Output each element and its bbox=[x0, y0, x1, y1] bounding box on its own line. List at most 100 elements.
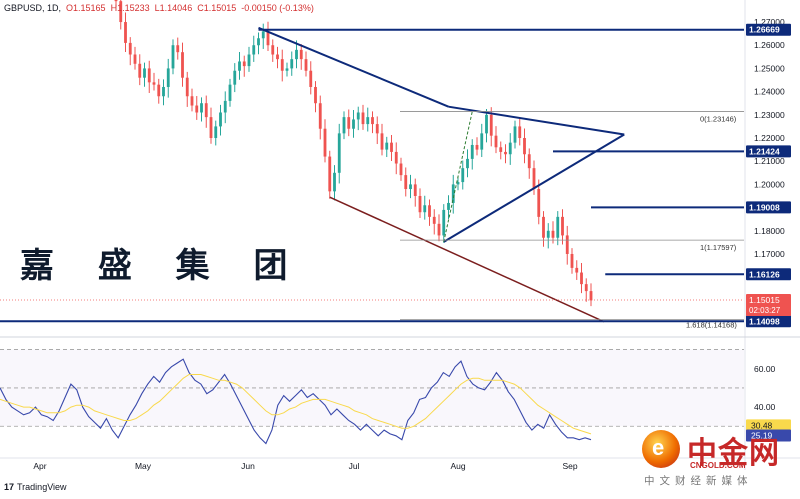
candle-body bbox=[399, 163, 403, 176]
coin-glyph: e bbox=[652, 435, 665, 460]
fib-level-label: 0(1.23146) bbox=[700, 114, 737, 123]
candle-body bbox=[337, 133, 341, 173]
candle-body bbox=[556, 216, 560, 238]
candle-body bbox=[494, 135, 498, 148]
candle-body bbox=[466, 158, 469, 169]
candle-body bbox=[223, 100, 227, 113]
rsi-value-tag bbox=[746, 419, 791, 432]
candle-body bbox=[166, 68, 170, 87]
candle-body bbox=[200, 103, 203, 113]
candle-body bbox=[447, 202, 450, 210]
candle-body bbox=[314, 86, 317, 104]
candle-body bbox=[209, 117, 213, 139]
candle-body bbox=[309, 70, 313, 87]
candle-body bbox=[385, 142, 389, 150]
candle-body bbox=[342, 117, 346, 134]
candle-body bbox=[176, 45, 180, 53]
upper-trendline bbox=[258, 26, 449, 108]
candle-body bbox=[428, 205, 431, 217]
candle-body bbox=[499, 147, 503, 152]
candle-body bbox=[299, 49, 303, 60]
tradingview-brand: 17 TradingView bbox=[4, 482, 67, 492]
candle-body bbox=[219, 112, 222, 127]
coin-icon: e bbox=[642, 430, 680, 468]
candle-body bbox=[527, 154, 531, 169]
logo-sub-text: 中文财经新媒体 bbox=[644, 475, 753, 487]
candlestick-series bbox=[114, 0, 593, 307]
candle-body bbox=[437, 223, 441, 236]
candle-body bbox=[276, 54, 279, 60]
candle-body bbox=[413, 184, 417, 196]
level-tag-label: 1.21424 bbox=[749, 146, 780, 156]
countdown-label: 02:03:27 bbox=[749, 306, 781, 315]
candle-body bbox=[542, 216, 545, 238]
candle-body bbox=[390, 142, 393, 152]
cngold-logo: e 中金网 CNGOLD.COM 中文财经新媒体 bbox=[636, 424, 796, 496]
candle-body bbox=[128, 42, 132, 55]
price-tick-label: 1.23000 bbox=[754, 110, 785, 120]
level-tag-label: 1.26669 bbox=[749, 25, 780, 35]
candle-body bbox=[575, 267, 579, 273]
rsi-tick-label: 40.00 bbox=[754, 402, 776, 412]
price-tick-label: 1.25000 bbox=[754, 63, 785, 73]
drawing-tools: 0(1.23146) 1(1.17597) 1.618(1.14168) bbox=[0, 26, 744, 330]
level-tag-label: 1.16126 bbox=[749, 269, 780, 279]
candle-body bbox=[247, 54, 251, 67]
candle-body bbox=[485, 114, 488, 134]
candle-body bbox=[152, 82, 156, 85]
candle-body bbox=[513, 126, 517, 143]
level-tag-label: 1.14098 bbox=[749, 316, 780, 326]
candle-body bbox=[304, 59, 308, 71]
candle-body bbox=[157, 84, 161, 97]
tradingview-label: TradingView bbox=[17, 482, 67, 492]
logo-cn-text: 中金网 bbox=[687, 436, 780, 471]
candle-body bbox=[532, 168, 536, 190]
candle-body bbox=[352, 119, 355, 129]
candle-body bbox=[423, 205, 427, 213]
candle-body bbox=[190, 96, 194, 106]
candle-body bbox=[266, 31, 270, 46]
candle-body bbox=[285, 68, 289, 71]
level-tag-label: 1.19008 bbox=[749, 202, 780, 212]
change-value: -0.00150 (-0.13%) bbox=[241, 3, 314, 13]
watermark-text: 嘉 盛 集 团 bbox=[20, 246, 304, 286]
candle-body bbox=[280, 59, 284, 71]
level-tag bbox=[746, 145, 791, 158]
candle-body bbox=[138, 63, 142, 78]
candle-body bbox=[171, 45, 175, 69]
horizontal-levels: 1.26669 1.21424 1.19008 1.16126 1.14098 1.150… bbox=[0, 23, 791, 328]
candle-body bbox=[290, 59, 294, 69]
rsi-tick-label: 60.00 bbox=[754, 364, 776, 374]
logo-en-text: CNGOLD.COM bbox=[690, 461, 746, 470]
level-tag bbox=[746, 268, 791, 281]
last-price-label: 1.15015 bbox=[749, 295, 780, 305]
candle-body bbox=[147, 68, 151, 83]
candle-body bbox=[418, 195, 422, 213]
time-tick-label: Jul bbox=[349, 461, 360, 471]
price-tick-label: 1.26000 bbox=[754, 40, 785, 50]
candle-body bbox=[456, 182, 460, 185]
time-tick-label: Jun bbox=[241, 461, 255, 471]
candle-body bbox=[442, 209, 446, 236]
candle-body bbox=[475, 144, 479, 150]
price-tick-label: 1.20000 bbox=[754, 179, 785, 189]
candle-body bbox=[551, 230, 555, 238]
candle-body bbox=[366, 117, 370, 125]
close-value: C1.15015 bbox=[197, 3, 237, 13]
candle-body bbox=[480, 133, 484, 150]
open-value: O1.15165 bbox=[66, 3, 106, 13]
candle-body bbox=[409, 184, 412, 190]
price-tick-label: 1.27000 bbox=[754, 17, 785, 27]
candle-body bbox=[561, 216, 564, 236]
candle-body bbox=[204, 103, 208, 118]
candle-body bbox=[537, 189, 541, 217]
rsi-value-label: 30.48 bbox=[751, 420, 773, 430]
last-price-tag bbox=[746, 294, 791, 317]
level-tag bbox=[746, 315, 791, 328]
candle-body bbox=[580, 272, 583, 285]
candle-body bbox=[214, 126, 218, 139]
fib-level-label: 1.618(1.14168) bbox=[686, 321, 737, 330]
price-tick-label: 1.24000 bbox=[754, 87, 785, 97]
candle-body bbox=[518, 126, 522, 139]
